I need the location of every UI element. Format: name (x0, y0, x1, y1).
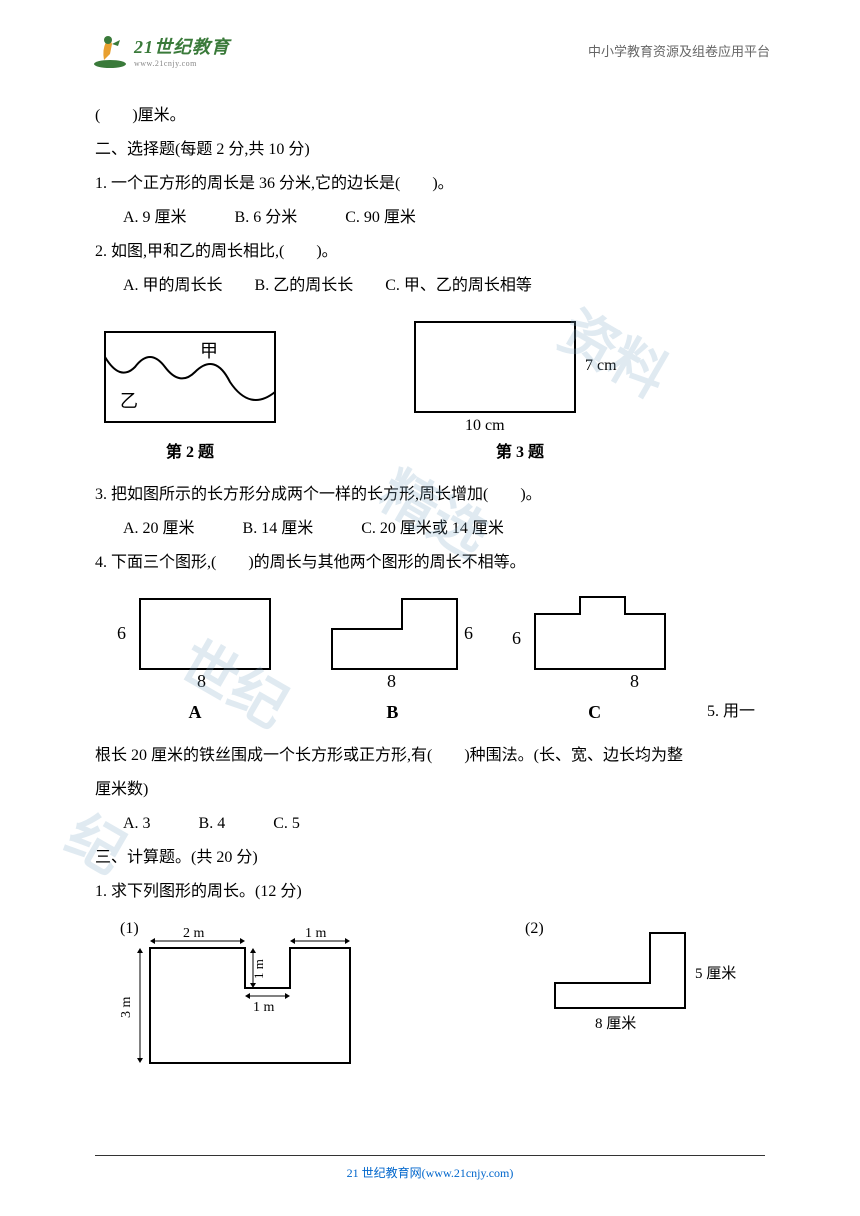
question-2-options: A. 甲的周长长 B. 乙的周长长 C. 甲、乙的周长相等 (95, 270, 765, 302)
shape-c-8: 8 (630, 671, 639, 689)
page-header: 21世纪教育 www.21cnjy.com 中小学教育资源及组卷应用平台 (0, 0, 860, 80)
shape-c-6: 6 (512, 628, 521, 648)
shape-b-block: 6 8 B (302, 589, 482, 730)
logo-sub-text: www.21cnjy.com (134, 59, 230, 68)
fig2-8cm: 8 厘米 (595, 1015, 636, 1032)
calc-figures-row: (1) 2 m 1 m 1 m (95, 913, 765, 1083)
figure-q2: 甲 乙 第 2 题 (95, 322, 285, 469)
question-3-options: A. 20 厘米 B. 14 厘米 C. 20 厘米或 14 厘米 (95, 513, 765, 545)
shape-a-8: 8 (197, 671, 206, 689)
section-3-heading: 三、计算题。(共 20 分) (95, 842, 765, 874)
shape-a-block: 6 8 A (105, 589, 285, 730)
footer-text: 21 世纪教育网(www.21cnjy.com) (347, 1166, 514, 1180)
figures-q2-q3: 甲 乙 第 2 题 7 cm 10 cm 第 3 题 (95, 312, 765, 469)
question-4: 4. 下面三个图形,( )的周长与其他两个图形的周长不相等。 (95, 547, 765, 579)
question-1: 1. 一个正方形的周长是 36 分米,它的边长是( )。 (95, 168, 765, 200)
fig1-1m-b: 1 m (253, 1000, 275, 1015)
calc-question-1: 1. 求下列图形的周长。(12 分) (95, 876, 765, 908)
logo-icon (90, 30, 130, 70)
fig1-1m-top: 1 m (305, 926, 327, 941)
logo-text: 21世纪教育 www.21cnjy.com (134, 33, 230, 68)
label-jia: 甲 (200, 341, 218, 361)
figure-2-caption: 第 2 题 (166, 437, 214, 469)
calc-figure-1: (1) 2 m 1 m 1 m (95, 913, 375, 1083)
fig2-label: (2) (525, 920, 544, 937)
question-1-options: A. 9 厘米 B. 6 分米 C. 90 厘米 (95, 202, 765, 234)
label-yi: 乙 (120, 391, 138, 411)
shape-b-6: 6 (464, 623, 473, 643)
question-3: 3. 把如图所示的长方形分成两个一样的长方形,周长增加( )。 (95, 479, 765, 511)
figure-q3: 7 cm 10 cm 第 3 题 (405, 312, 635, 469)
fig1-1m-v: 1 m (251, 959, 266, 979)
section-heading: 二、选择题(每题 2 分,共 10 分) (95, 134, 765, 166)
page-footer: 21 世纪教育网(www.21cnjy.com) (95, 1155, 765, 1181)
question-5-line3: 厘米数) (95, 774, 765, 806)
shape-a-6: 6 (117, 623, 126, 643)
logo: 21世纪教育 www.21cnjy.com (90, 30, 230, 70)
label-7cm: 7 cm (585, 357, 617, 374)
calc-figure-2: (2) 5 厘米 8 厘米 (505, 913, 765, 1083)
question-2: 2. 如图,甲和乙的周长相比,( )。 (95, 236, 765, 268)
fig1-2m: 2 m (183, 926, 205, 941)
header-subtitle: 中小学教育资源及组卷应用平台 (588, 41, 770, 60)
shape-b-8: 8 (387, 671, 396, 689)
figure-3-caption: 第 3 题 (496, 437, 544, 469)
shape-letter-c: C (500, 694, 690, 730)
question-5-start: 5. 用一 (707, 696, 755, 730)
fragment-line: ( )厘米。 (95, 100, 765, 132)
shape-c-block: 6 8 C (500, 589, 690, 730)
question-5-options: A. 3 B. 4 C. 5 (95, 808, 765, 840)
shape-letter-b: B (302, 694, 482, 730)
content-body: ( )厘米。 二、选择题(每题 2 分,共 10 分) 1. 一个正方形的周长是… (0, 80, 860, 1083)
question-5-line2: 根长 20 厘米的铁丝围成一个长方形或正方形,有( )种围法。(长、宽、边长均为… (95, 740, 765, 772)
fig2-5cm: 5 厘米 (695, 965, 736, 982)
shape-letter-a: A (105, 694, 285, 730)
fig1-label: (1) (120, 920, 139, 937)
fig1-3m: 3 m (119, 997, 134, 1019)
shapes-q4: 6 8 A 6 8 B 6 8 C 5. 用一 (95, 589, 765, 730)
label-10cm: 10 cm (465, 417, 505, 432)
logo-main-text: 21世纪教育 (134, 33, 230, 59)
